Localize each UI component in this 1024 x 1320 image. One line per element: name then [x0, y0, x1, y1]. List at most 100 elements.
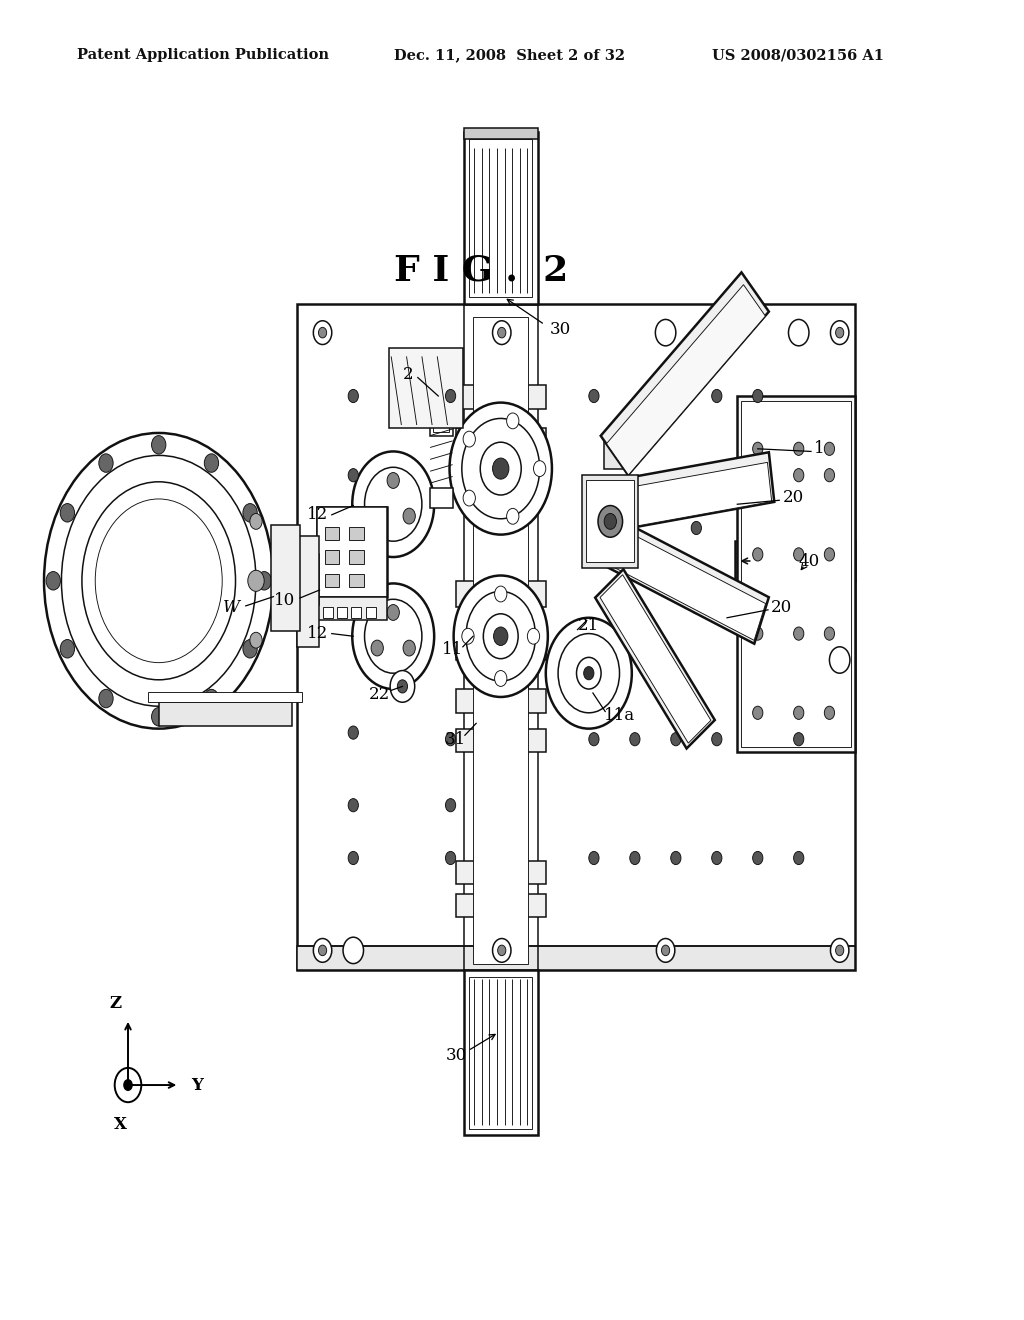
Circle shape [824, 627, 835, 640]
Bar [297, 536, 319, 647]
Circle shape [493, 458, 509, 479]
Circle shape [507, 508, 519, 524]
Circle shape [371, 508, 383, 524]
Circle shape [630, 851, 640, 865]
Circle shape [788, 319, 809, 346]
Circle shape [824, 469, 835, 482]
Circle shape [651, 492, 659, 503]
Circle shape [701, 483, 710, 494]
Circle shape [589, 389, 599, 403]
Circle shape [352, 583, 434, 689]
Circle shape [99, 454, 114, 473]
Circle shape [44, 433, 273, 729]
Text: F I G .  2: F I G . 2 [394, 253, 568, 288]
Bar [297, 573, 317, 583]
Circle shape [534, 461, 546, 477]
Bar [473, 317, 528, 964]
Circle shape [450, 403, 552, 535]
Circle shape [124, 1080, 132, 1090]
Circle shape [495, 671, 507, 686]
Circle shape [794, 627, 804, 640]
Circle shape [656, 321, 675, 345]
Circle shape [243, 640, 257, 659]
Circle shape [403, 640, 416, 656]
Bar [148, 692, 302, 702]
Circle shape [836, 945, 844, 956]
Bar [271, 525, 300, 631]
Bar [325, 550, 339, 564]
Bar [469, 139, 532, 297]
Circle shape [753, 548, 763, 561]
Polygon shape [611, 453, 774, 531]
Text: 2: 2 [402, 367, 413, 383]
Circle shape [348, 726, 358, 739]
Circle shape [640, 413, 650, 426]
Circle shape [734, 603, 742, 614]
Circle shape [466, 591, 536, 681]
Circle shape [712, 851, 722, 865]
Text: Patent Application Publication: Patent Application Publication [77, 49, 329, 62]
Circle shape [152, 708, 166, 726]
Circle shape [753, 389, 763, 403]
Polygon shape [601, 272, 769, 475]
Circle shape [527, 628, 540, 644]
Circle shape [558, 634, 620, 713]
Text: Z: Z [110, 995, 122, 1011]
Circle shape [387, 605, 399, 620]
Circle shape [507, 413, 519, 429]
Bar [349, 574, 364, 587]
Text: 40: 40 [799, 553, 820, 569]
Circle shape [836, 327, 844, 338]
Circle shape [598, 506, 623, 537]
Circle shape [671, 389, 681, 403]
Circle shape [829, 647, 850, 673]
Circle shape [318, 327, 327, 338]
Text: 1: 1 [814, 441, 824, 457]
Text: Dec. 11, 2008  Sheet 2 of 32: Dec. 11, 2008 Sheet 2 of 32 [394, 49, 626, 62]
Text: 12: 12 [307, 626, 329, 642]
Bar [430, 488, 453, 508]
Circle shape [60, 639, 75, 657]
Circle shape [463, 490, 475, 506]
Bar [349, 550, 364, 564]
Bar [317, 507, 387, 597]
Circle shape [348, 389, 358, 403]
Circle shape [691, 601, 701, 614]
Circle shape [794, 548, 804, 561]
Bar [159, 702, 292, 726]
Bar [297, 554, 319, 605]
Circle shape [656, 939, 675, 962]
Circle shape [630, 733, 640, 746]
Circle shape [648, 558, 656, 569]
Circle shape [348, 851, 358, 865]
Bar [317, 597, 387, 620]
Circle shape [60, 503, 75, 521]
Bar [456, 894, 546, 917]
Circle shape [248, 570, 264, 591]
Circle shape [371, 640, 383, 656]
Text: 20: 20 [771, 599, 793, 615]
Circle shape [445, 389, 456, 403]
Bar [735, 541, 855, 581]
Circle shape [397, 680, 408, 693]
Circle shape [753, 469, 763, 482]
Circle shape [313, 939, 332, 962]
Circle shape [493, 939, 511, 962]
Circle shape [205, 454, 219, 473]
Circle shape [318, 945, 327, 956]
Text: 11: 11 [442, 642, 464, 657]
Circle shape [584, 667, 594, 680]
Circle shape [695, 583, 703, 594]
Polygon shape [615, 462, 772, 529]
Circle shape [445, 799, 456, 812]
Circle shape [495, 586, 507, 602]
Circle shape [824, 442, 835, 455]
Circle shape [712, 389, 722, 403]
Text: 31: 31 [444, 731, 466, 747]
Circle shape [742, 477, 751, 487]
Polygon shape [600, 574, 711, 743]
Circle shape [95, 499, 222, 663]
Circle shape [753, 627, 763, 640]
Circle shape [250, 513, 262, 529]
Bar [469, 977, 532, 1129]
